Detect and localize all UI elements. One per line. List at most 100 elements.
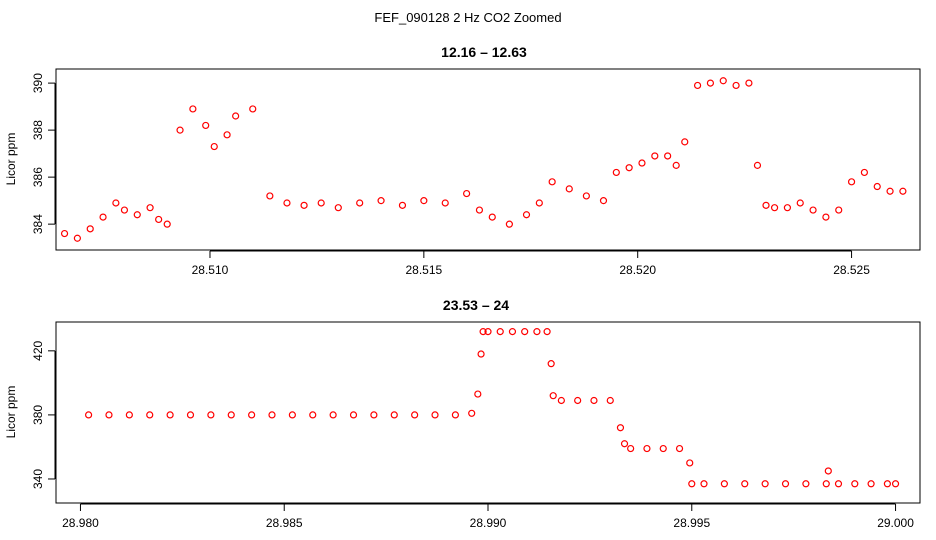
panel-top-points [60, 77, 907, 242]
panel-bottom-data-point [891, 480, 900, 488]
panel-top-data-point [796, 199, 804, 207]
panel-bottom-data-point [616, 424, 625, 432]
panel-bottom-data-point [686, 459, 694, 467]
panel-bottom-data-point [824, 467, 832, 475]
panel-bottom-data-point [349, 411, 358, 419]
panel-top-data-point [60, 229, 69, 238]
panel-top-data-point [565, 185, 573, 193]
panel-bottom-y-axis: 340 380 420 [31, 340, 56, 489]
panel-top-data-point [873, 182, 881, 191]
panel-top-data-point [835, 206, 843, 214]
panel-bottom-data-point [125, 411, 133, 419]
panel-top-data-point [693, 81, 702, 90]
panel-bottom-data-point [268, 411, 276, 419]
panel-top-data-point [73, 234, 81, 242]
panel-bottom-data-point [288, 411, 296, 419]
panel-top-data-point [377, 197, 385, 205]
panel-top-data-point [505, 220, 513, 228]
panel-top-data-point [548, 178, 556, 186]
panel-top-data-point [317, 199, 325, 207]
panel-bottom-y-tick-label: 420 [31, 340, 45, 360]
panel-bottom-data-point [688, 480, 696, 488]
panel-top-x-tick-label: 28.515 [405, 263, 442, 277]
panel-bottom-plot-frame [55, 321, 921, 504]
panel-top-y-label: Licor ppm [4, 133, 18, 186]
panel-top-data-point [783, 204, 792, 212]
panel-bottom-data-point [720, 480, 728, 488]
panel-bottom-data-point [781, 480, 790, 488]
panel-top-data-point [745, 79, 753, 87]
panel-bottom-title: 23.53 – 24 [443, 297, 509, 313]
panel-bottom-data-point [390, 411, 398, 419]
panel-top-data-point [860, 168, 868, 177]
panel-top-data-point [266, 192, 274, 200]
panel-bottom-data-point [700, 480, 708, 488]
panel-bottom-data-point [329, 411, 337, 419]
panel-top-data-point [638, 159, 646, 167]
panel-top-data-point [420, 197, 428, 205]
panel-top-data-point [522, 211, 531, 219]
panel-top-data-point [672, 161, 680, 169]
panel-top-data-point [651, 152, 659, 160]
panel-top-data-point [202, 121, 210, 130]
panel-bottom-data-point [468, 409, 476, 417]
panel-top-data-point [300, 201, 308, 209]
panel-bottom-data-point [309, 411, 317, 419]
panel-bottom-x-tick-label: 28.985 [266, 516, 303, 530]
panel-bottom-data-point [543, 328, 551, 336]
panel-bottom-data-point [479, 328, 487, 336]
panel-bottom-data-point [370, 411, 378, 419]
panel-top-data-point [356, 199, 364, 207]
panel-bottom-x-tick-label: 29.000 [877, 516, 914, 530]
panel-top-title: 12.16 – 12.63 [441, 44, 527, 60]
panel-bottom-data-point [146, 411, 154, 419]
panel-bottom-y-tick-label: 340 [31, 469, 45, 489]
panel-top-data-point [582, 192, 590, 200]
panel-bottom-data-point [627, 444, 635, 453]
panel-bottom-data-point [186, 411, 195, 419]
panel-top-data-point [120, 206, 129, 214]
panel-top-data-point [463, 189, 471, 198]
panel-bottom-data-point [659, 444, 667, 453]
panel-bottom-data-point [557, 396, 565, 405]
panel-bottom-data-point [590, 396, 598, 405]
panel-top-y-axis: 384 386 388 390 [31, 73, 56, 234]
panel-top-data-point [189, 105, 197, 113]
panel-top-x-tick-label: 28.525 [833, 263, 870, 277]
panel-top-y-tick-label: 388 [31, 120, 45, 140]
panel-top-data-point [86, 225, 94, 233]
panel-top-data-point [732, 81, 740, 90]
panel-bottom-data-point [834, 480, 843, 488]
panel-top-data-point [753, 161, 762, 169]
panel-bottom-data-point [477, 350, 485, 358]
panel-top-data-point [232, 112, 240, 120]
panel-top-data-point [706, 79, 715, 87]
panel-top-data-point [886, 187, 894, 195]
panel-top-data-point [770, 204, 779, 212]
panel-bottom: 23.53 – 24 28.980 28.985 28.990 28.995 29.00… [4, 297, 921, 530]
panel-bottom-data-point [521, 328, 529, 336]
panel-top-data-point [535, 199, 543, 207]
panel-top-y-tick-label: 384 [31, 214, 45, 234]
panel-top-data-point [847, 178, 856, 186]
panel-bottom-x-tick-label: 28.990 [470, 516, 507, 530]
panel-top-data-point [163, 220, 171, 228]
panel-bottom-data-point [549, 392, 557, 400]
panel-top-data-point [146, 204, 154, 212]
panel-top-data-point [441, 199, 449, 207]
panel-top-data-point [612, 168, 620, 177]
panel-bottom-data-point [484, 328, 492, 336]
panel-top-data-point [822, 213, 830, 221]
panel-top-data-point [133, 211, 141, 219]
panel-bottom-data-point [547, 360, 555, 368]
panel-bottom-data-point [85, 411, 93, 419]
panel-top-data-point [249, 105, 257, 113]
panel-bottom-y-label: Licor ppm [4, 386, 18, 439]
panel-bottom-x-tick-label: 28.995 [673, 516, 710, 530]
panel-top-data-point [223, 131, 231, 139]
panel-top-data-point [99, 213, 107, 221]
panel-bottom-data-point [105, 411, 113, 419]
panel-top-data-point [155, 215, 163, 224]
panel-top-x-axis: 28.510 28.515 28.520 28.525 [192, 250, 870, 277]
